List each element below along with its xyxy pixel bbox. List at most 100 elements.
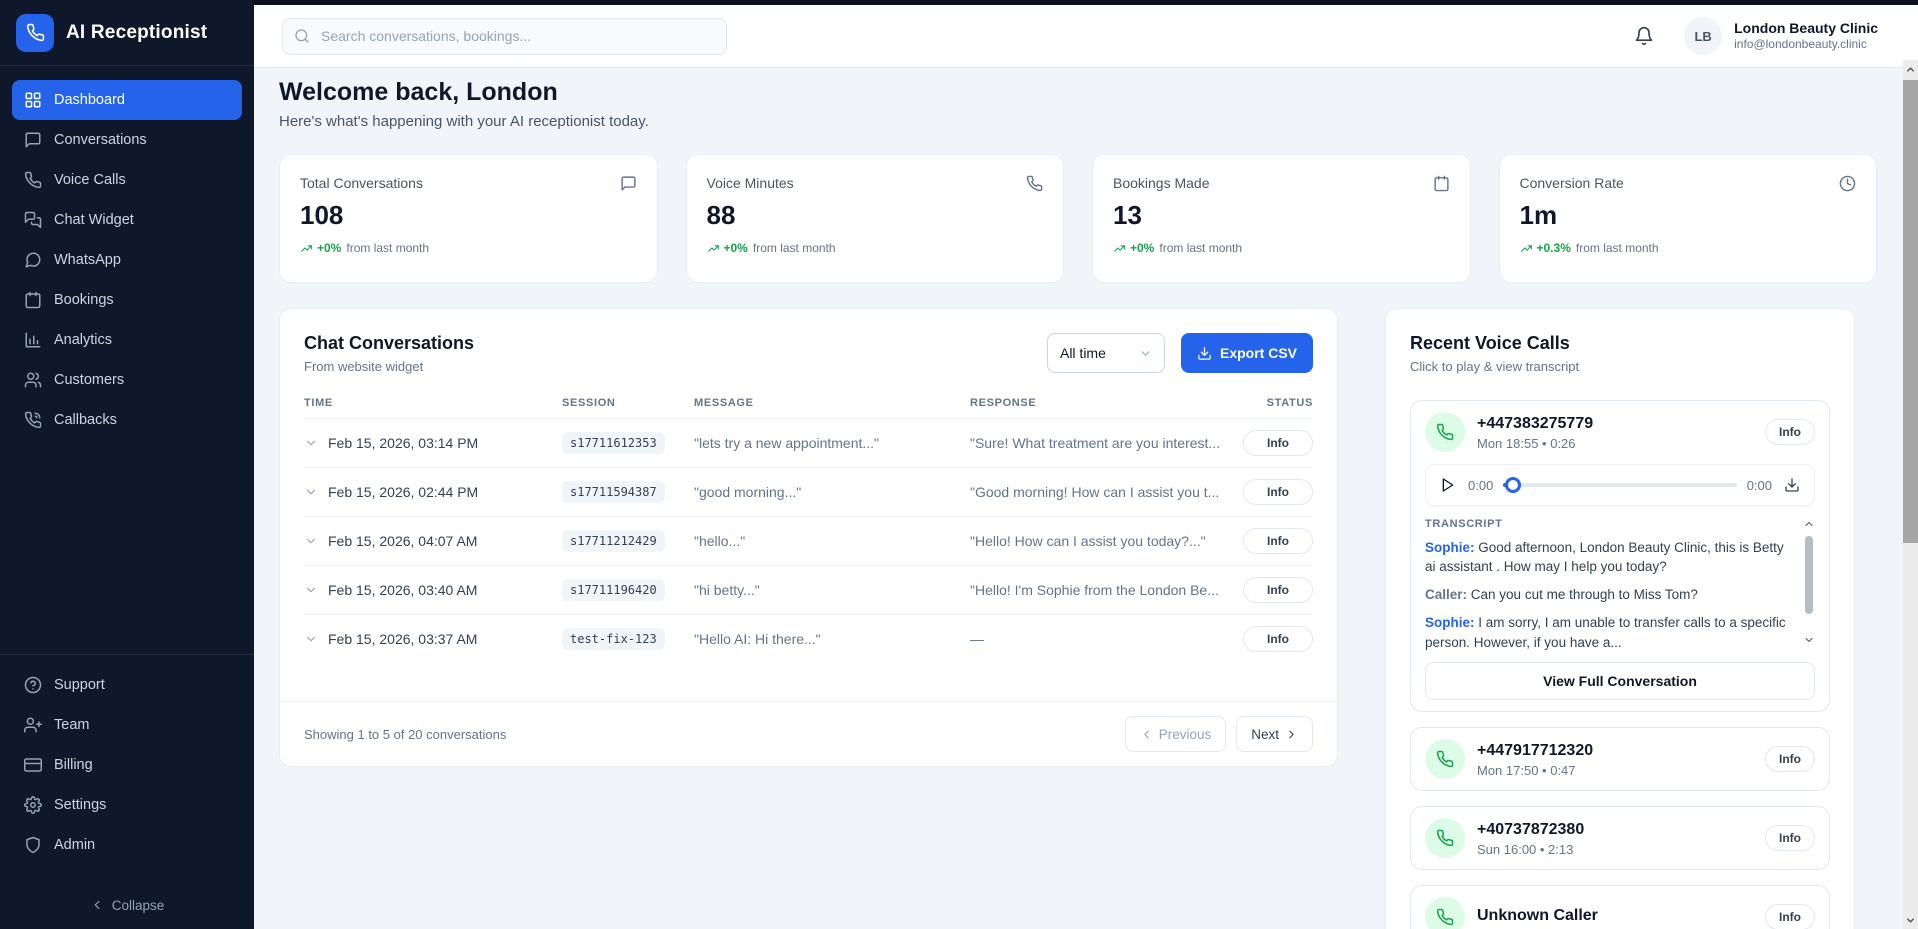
row-response: "Good morning! How can I assist you t... <box>970 484 1220 500</box>
sidebar-item-label: Billing <box>54 757 93 773</box>
voice-call-card[interactable]: +40737872380 Sun 16:00 • 2:13 Info <box>1410 806 1830 870</box>
trending-up-icon <box>1113 242 1126 255</box>
slider-handle[interactable] <box>1505 477 1522 493</box>
chevron-down-icon[interactable] <box>1803 634 1815 646</box>
sidebar-item-label: WhatsApp <box>54 252 121 268</box>
notifications-bell-button[interactable] <box>1630 22 1658 50</box>
phone-icon <box>1425 818 1465 858</box>
transcript-section: TRANSCRIPT Sophie: Good afternoon, Londo… <box>1425 518 1815 650</box>
row-message: "good morning..." <box>694 484 802 500</box>
info-button[interactable]: Info <box>1243 577 1313 603</box>
sidebar-item-conversations[interactable]: Conversations <box>12 120 242 160</box>
stat-label: Total Conversations <box>300 175 423 191</box>
sidebar-item-admin[interactable]: Admin <box>12 825 242 865</box>
stat-card-voice-minutes: Voice Minutes 88 +0% from last month <box>685 154 1064 283</box>
session-id: s17711196420 <box>562 579 665 601</box>
scrollbar-thumb[interactable] <box>1903 80 1918 543</box>
sidebar-item-settings[interactable]: Settings <box>12 785 242 825</box>
sidebar-item-whatsapp[interactable]: WhatsApp <box>12 240 242 280</box>
transcript-line: Sophie: I am sorry, I am unable to trans… <box>1425 615 1786 650</box>
chat-bubble-icon <box>24 131 42 149</box>
whatsapp-icon <box>24 251 42 269</box>
sidebar-item-label: Dashboard <box>54 92 125 108</box>
scrollbar-up-arrow[interactable] <box>1903 60 1918 78</box>
sidebar-item-analytics[interactable]: Analytics <box>12 320 242 360</box>
column-header-status: STATUS <box>1266 397 1313 409</box>
transcript-scrollbar[interactable] <box>1803 518 1815 646</box>
clock-icon <box>1839 175 1856 192</box>
collapse-sidebar-button[interactable]: Collapse <box>12 887 242 923</box>
info-button[interactable]: Info <box>1243 479 1313 505</box>
chevron-down-icon[interactable] <box>304 534 318 548</box>
search-box <box>282 17 727 55</box>
stat-card-total-conversations: Total Conversations 108 +0% from last mo… <box>279 154 658 283</box>
sidebar-item-support[interactable]: Support <box>12 665 242 705</box>
info-button[interactable]: Info <box>1765 904 1815 929</box>
download-icon <box>1784 477 1800 493</box>
scrollbar-thumb[interactable] <box>1805 536 1813 614</box>
app-title: AI Receptionist <box>66 21 208 43</box>
info-button[interactable]: Info <box>1765 746 1815 772</box>
chevron-down-icon[interactable] <box>304 485 318 499</box>
info-button[interactable]: Info <box>1243 626 1313 652</box>
sidebar-item-customers[interactable]: Customers <box>12 360 242 400</box>
elapsed-time: 0:00 <box>1468 477 1494 493</box>
table-row[interactable]: Feb 15, 2026, 02:44 PM s17711594387 "goo… <box>304 467 1313 516</box>
total-time: 0:00 <box>1746 477 1772 493</box>
voice-call-card[interactable]: Unknown Caller Info <box>1410 885 1830 929</box>
call-number: +40737872380 <box>1477 820 1585 838</box>
scrollbar-down-arrow[interactable] <box>1903 911 1918 929</box>
pagination-summary: Showing 1 to 5 of 20 conversations <box>304 726 507 742</box>
user-name: London Beauty Clinic <box>1734 20 1878 36</box>
sidebar-item-dashboard[interactable]: Dashboard <box>12 80 242 120</box>
info-button[interactable]: Info <box>1243 430 1313 456</box>
sidebar-item-billing[interactable]: Billing <box>12 745 242 785</box>
recent-voice-calls-panel: Recent Voice Calls Click to play & view … <box>1385 308 1855 929</box>
info-button[interactable]: Info <box>1765 825 1815 851</box>
call-number: +447383275779 <box>1477 414 1594 432</box>
view-full-conversation-button[interactable]: View Full Conversation <box>1425 662 1815 700</box>
download-icon <box>1197 346 1212 361</box>
play-button[interactable] <box>1438 475 1458 495</box>
sidebar-item-chat-widget[interactable]: Chat Widget <box>12 200 242 240</box>
info-button[interactable]: Info <box>1765 419 1815 445</box>
search-input[interactable] <box>282 17 727 55</box>
chevron-down-icon[interactable] <box>304 632 318 646</box>
time-filter-select[interactable]: All time <box>1046 333 1165 373</box>
row-response: "Hello! I'm Sophie from the London Be... <box>970 582 1219 598</box>
info-button[interactable]: Info <box>1243 528 1313 554</box>
sidebar-item-team[interactable]: Team <box>12 705 242 745</box>
download-recording-button[interactable] <box>1782 475 1802 495</box>
chevron-up-icon[interactable] <box>1803 518 1815 530</box>
stat-value: 108 <box>300 200 344 230</box>
calendar-icon <box>24 291 42 309</box>
call-meta: Sun 16:00 • 2:13 <box>1477 841 1574 857</box>
table-row[interactable]: Feb 15, 2026, 03:14 PM s17711612353 "let… <box>304 418 1313 467</box>
chevron-left-icon <box>1140 728 1153 741</box>
table-row[interactable]: Feb 15, 2026, 04:07 AM s17711212429 "hel… <box>304 516 1313 565</box>
user-menu[interactable]: LB London Beauty Clinic info@londonbeaut… <box>1684 17 1878 55</box>
export-csv-button[interactable]: Export CSV <box>1180 333 1313 373</box>
table-header-row: TIME SESSION MESSAGE RESPONSE STATUS <box>304 388 1313 418</box>
phone-icon <box>24 171 42 189</box>
seek-slider[interactable] <box>1503 476 1737 494</box>
voice-call-card[interactable]: +447917712320 Mon 17:50 • 0:47 Info <box>1410 727 1830 791</box>
trending-up-icon <box>300 242 313 255</box>
sidebar-item-voice-calls[interactable]: Voice Calls <box>12 160 242 200</box>
voice-call-card-expanded[interactable]: +447383275779 Mon 18:55 • 0:26 Info 0:00 <box>1410 400 1830 712</box>
trending-up-icon <box>707 242 720 255</box>
page-subtitle: Here's what's happening with your AI rec… <box>279 113 649 130</box>
table-row[interactable]: Feb 15, 2026, 03:37 AM test-fix-123 "Hel… <box>304 614 1313 663</box>
chevron-down-icon[interactable] <box>304 583 318 597</box>
calendar-icon <box>1433 175 1450 192</box>
previous-page-button[interactable]: Previous <box>1124 716 1227 752</box>
chevron-down-icon[interactable] <box>304 436 318 450</box>
page-scrollbar[interactable] <box>1903 60 1918 929</box>
chat-panel-subtitle: From website widget <box>304 359 424 374</box>
sidebar-item-callbacks[interactable]: Callbacks <box>12 400 242 440</box>
next-page-button[interactable]: Next <box>1236 716 1313 752</box>
sidebar-item-bookings[interactable]: Bookings <box>12 280 242 320</box>
table-row[interactable]: Feb 15, 2026, 03:40 AM s17711196420 "hi … <box>304 565 1313 614</box>
chat-panel-title: Chat Conversations <box>304 333 475 353</box>
